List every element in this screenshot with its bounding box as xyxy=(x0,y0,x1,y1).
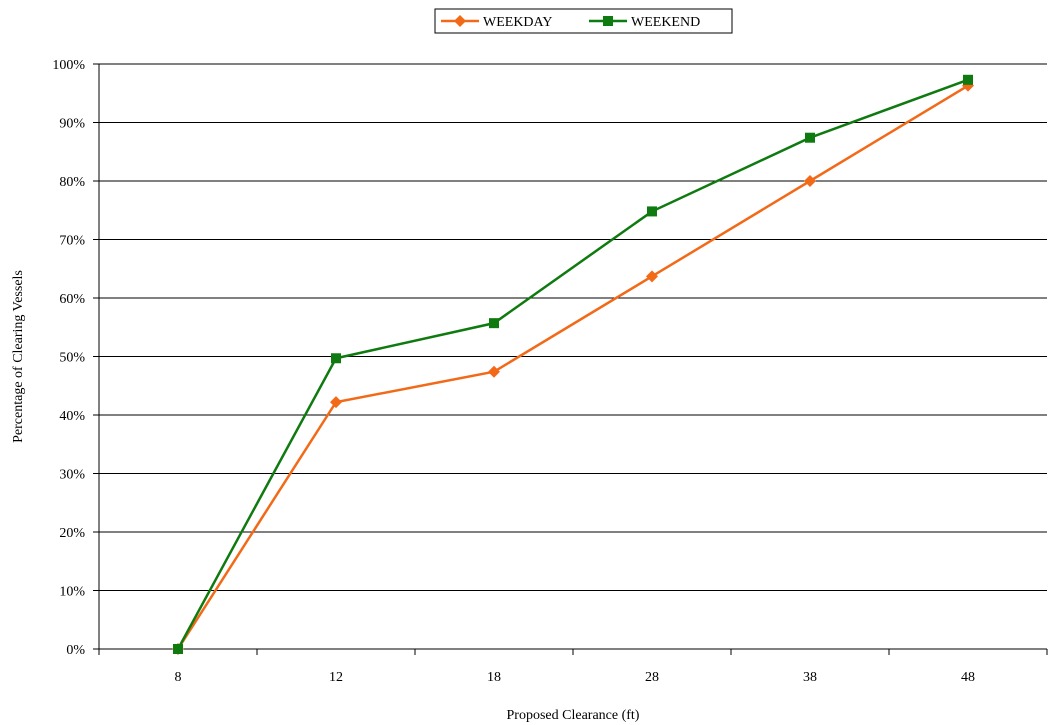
legend-entry: WEEKEND xyxy=(589,15,700,30)
legend-box xyxy=(434,8,733,34)
data-point xyxy=(331,353,341,364)
y-tick-label: 10% xyxy=(59,585,85,600)
legend-swatch-marker xyxy=(603,16,613,26)
legend: WEEKDAY WEEKEND xyxy=(434,8,733,34)
series-line xyxy=(176,78,969,650)
x-tick-label: 12 xyxy=(329,670,343,685)
legend-swatch-marker xyxy=(454,15,466,27)
data-point xyxy=(805,132,815,143)
data-point xyxy=(646,270,658,283)
y-tick-label: 100% xyxy=(52,58,85,73)
data-point xyxy=(489,318,499,329)
y-tick-label: 0% xyxy=(66,643,85,658)
series-group xyxy=(172,74,974,655)
data-point xyxy=(647,206,657,217)
y-tick-label: 20% xyxy=(59,526,85,541)
y-tick-label: 50% xyxy=(59,351,85,366)
x-tick-label: 38 xyxy=(803,670,817,685)
y-tick-label: 30% xyxy=(59,468,85,483)
series-weekday xyxy=(172,79,974,655)
x-tick-labels: 8 12 18 28 38 48 xyxy=(175,670,976,685)
y-tick-label: 90% xyxy=(59,117,85,132)
y-tick-label: 80% xyxy=(59,175,85,190)
x-tick-label: 48 xyxy=(961,670,975,685)
legend-entry: WEEKDAY xyxy=(441,15,552,30)
y-tick-label: 40% xyxy=(59,409,85,424)
legend-label: WEEKEND xyxy=(631,15,700,30)
y-tick-label: 70% xyxy=(59,234,85,249)
y-tick-label: 60% xyxy=(59,292,85,307)
x-axis-title: Proposed Clearance (ft) xyxy=(507,708,640,723)
legend-label: WEEKDAY xyxy=(483,15,552,30)
axes xyxy=(93,63,1048,655)
x-tick-label: 8 xyxy=(175,670,182,685)
data-point xyxy=(330,396,342,409)
series-weekend xyxy=(173,74,973,654)
data-point xyxy=(173,644,183,654)
y-axis-title: Percentage of Clearing Vessels xyxy=(11,270,26,443)
data-point xyxy=(488,365,500,378)
gridlines xyxy=(99,63,1047,650)
series-line xyxy=(176,84,969,650)
data-point xyxy=(804,175,816,187)
x-tick-label: 28 xyxy=(645,670,659,685)
y-tick-labels: 0% 10% 20% 30% 40% 50% 60% 70% 80% 90% 100% xyxy=(52,58,85,658)
data-point xyxy=(963,74,973,85)
x-tick-label: 18 xyxy=(487,670,501,685)
